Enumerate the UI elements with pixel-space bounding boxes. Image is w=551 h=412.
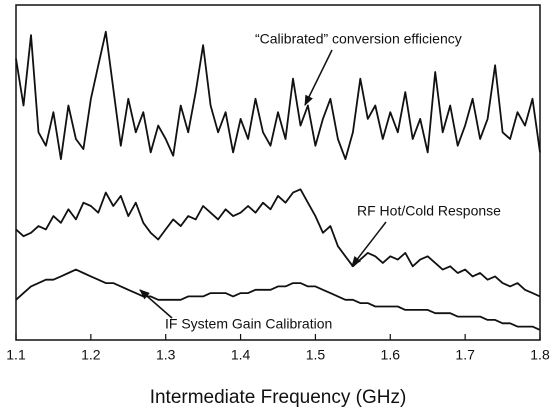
x-tick-label: 1.7: [455, 347, 475, 363]
x-tick-label: 1.4: [231, 347, 251, 363]
plot-frame: [15, 4, 541, 341]
annotation-arrow: [351, 221, 387, 267]
annotation-arrow: [304, 49, 333, 106]
x-tick-label: 1.5: [306, 347, 326, 363]
annotation: “Calibrated” conversion efficiency: [255, 31, 462, 47]
annotation: RF Hot/Cold Response: [357, 203, 501, 219]
series-line: [15, 268, 541, 331]
x-tick-label: 1.3: [156, 347, 176, 363]
annotation: IF System Gain Calibration: [165, 316, 332, 332]
x-axis-label: Intermediate Frequency (GHz): [150, 387, 407, 408]
x-tick-label: 1.6: [381, 347, 401, 363]
x-tick-label: 1.8: [530, 347, 550, 363]
x-tick-label: 1.2: [81, 347, 101, 363]
series-line: [15, 188, 541, 298]
x-tick-label: 1.1: [6, 347, 26, 363]
series-line: [15, 30, 541, 160]
annotation-arrow: [139, 289, 173, 319]
